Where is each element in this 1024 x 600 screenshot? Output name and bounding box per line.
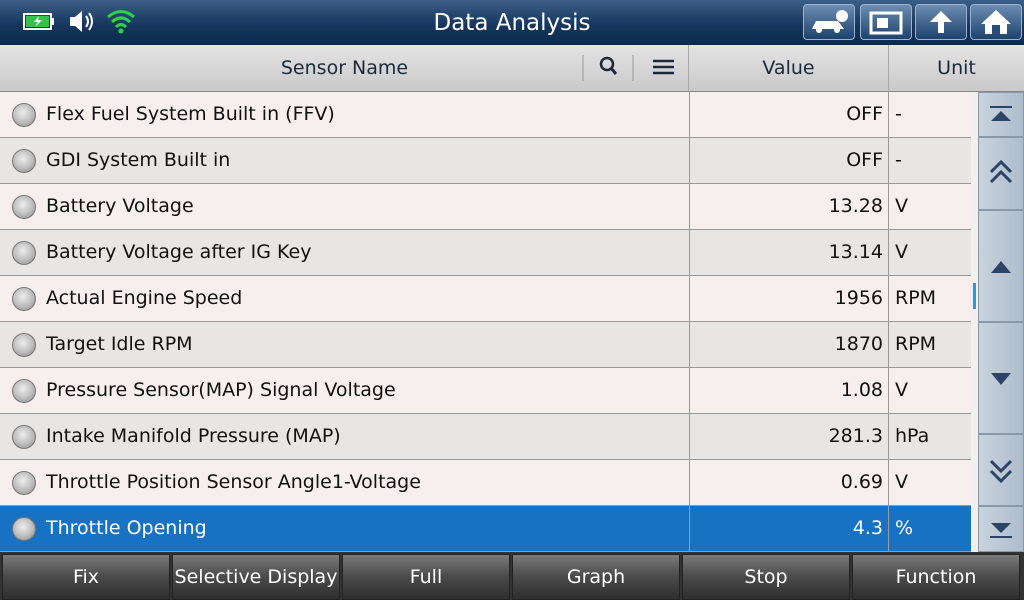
table-row[interactable]: Actual Engine Speed 1956 RPM xyxy=(0,276,971,322)
sensor-unit: V xyxy=(895,195,908,217)
sensor-name: Intake Manifold Pressure (MAP) xyxy=(46,425,341,447)
table-row[interactable]: Flex Fuel System Built in (FFV) OFF - xyxy=(0,92,971,138)
title: Data Analysis xyxy=(433,10,591,36)
vehicle-info-button[interactable] xyxy=(803,4,855,40)
scroll-bottom-button[interactable] xyxy=(978,506,1024,552)
sensor-value: OFF xyxy=(689,138,889,183)
line-up-button[interactable] xyxy=(978,210,1024,322)
page-up-button[interactable] xyxy=(978,137,1024,210)
sensor-name: Battery Voltage after IG Key xyxy=(46,241,312,263)
sensor-value: 281.3 xyxy=(689,414,889,459)
sensor-name: Actual Engine Speed xyxy=(46,287,243,309)
sensor-value: 0.69 xyxy=(689,460,889,505)
sensor-value: 1870 xyxy=(689,322,889,367)
sensor-name: Pressure Sensor(MAP) Signal Voltage xyxy=(46,379,396,401)
row-indicator xyxy=(12,195,36,219)
row-indicator xyxy=(12,333,36,357)
sensor-name: Target Idle RPM xyxy=(46,333,193,355)
table-row[interactable]: Pressure Sensor(MAP) Signal Voltage 1.08 V xyxy=(0,368,971,414)
row-indicator xyxy=(12,425,36,449)
row-indicator xyxy=(12,471,36,495)
row-indicator xyxy=(12,517,36,541)
footer-button[interactable]: Graph xyxy=(512,554,680,600)
sensor-name: Throttle Opening xyxy=(46,517,207,539)
column-title: Sensor Name xyxy=(280,57,409,79)
table-row[interactable]: Battery Voltage 13.28 V xyxy=(0,184,971,230)
footer-button[interactable]: Function xyxy=(852,554,1020,600)
sensor-unit: RPM xyxy=(895,287,937,309)
sensor-value: 4.3 xyxy=(689,506,889,551)
footer-button[interactable]: Fix xyxy=(2,554,170,600)
sensor-value: 1956 xyxy=(689,276,889,321)
print-button[interactable] xyxy=(860,4,912,40)
table-row[interactable]: Battery Voltage after IG Key 13.14 V xyxy=(0,230,971,276)
sensor-unit: % xyxy=(895,517,914,539)
row-indicator xyxy=(12,287,36,311)
row-indicator xyxy=(12,103,36,127)
sensor-unit: - xyxy=(895,149,902,171)
table-row[interactable]: Throttle Position Sensor Angle1-Voltage 0… xyxy=(0,460,971,506)
sensor-unit: - xyxy=(895,103,902,125)
sensor-name: GDI System Built in xyxy=(46,149,231,171)
sensor-unit: RPM xyxy=(895,333,937,355)
status-icons xyxy=(23,10,135,34)
sensor-value: 13.14 xyxy=(689,230,889,275)
sensor-value: 13.28 xyxy=(689,184,889,229)
sensor-name: Flex Fuel System Built in (FFV) xyxy=(46,103,335,125)
page-down-button[interactable] xyxy=(978,434,1024,506)
footer-bar: Fix Selective Display Full Graph Stop Functio… xyxy=(0,552,1024,600)
scrollbar xyxy=(971,92,978,552)
footer-button[interactable]: Stop xyxy=(682,554,850,600)
sensor-name: Throttle Position Sensor Angle1-Voltage xyxy=(46,471,421,493)
table-row[interactable]: GDI System Built in OFF - xyxy=(0,138,971,184)
scroll-top-button[interactable] xyxy=(978,92,1024,137)
row-indicator xyxy=(12,241,36,265)
column-header: Sensor Name xyxy=(0,45,689,91)
back-button[interactable] xyxy=(915,4,967,40)
sensor-value: OFF xyxy=(689,92,889,137)
line-down-button[interactable] xyxy=(978,322,1024,434)
search-sort-icons[interactable] xyxy=(582,53,682,83)
table-row[interactable]: Throttle Opening 4.3% xyxy=(0,506,971,552)
footer-button[interactable]: Selective Display xyxy=(172,554,340,600)
sensor-unit: hPa xyxy=(895,425,930,447)
home-button[interactable] xyxy=(970,4,1022,40)
row-indicator xyxy=(12,379,36,403)
sensor-unit: V xyxy=(895,379,908,401)
table-row[interactable]: Target Idle RPM 1870 RPM xyxy=(0,322,971,368)
table-row[interactable]: Intake Manifold Pressure (MAP) 281.3 hPa xyxy=(0,414,971,460)
title-bar: Data Analysis xyxy=(0,0,1024,45)
scroll-thumb xyxy=(973,283,976,309)
sensor-unit: V xyxy=(895,241,908,263)
sensor-unit: V xyxy=(895,471,908,493)
table-header: Sensor Name Value Unit xyxy=(0,45,1024,92)
row-indicator xyxy=(12,149,36,173)
sensor-name: Battery Voltage xyxy=(46,195,194,217)
sensor-value: 1.08 xyxy=(689,368,889,413)
footer-button[interactable]: Full xyxy=(342,554,510,600)
table-body: Flex Fuel System Built in (FFV) OFF - GDI S… xyxy=(0,92,971,552)
column-header: Value xyxy=(689,45,889,91)
column-header: Unit xyxy=(937,57,976,79)
